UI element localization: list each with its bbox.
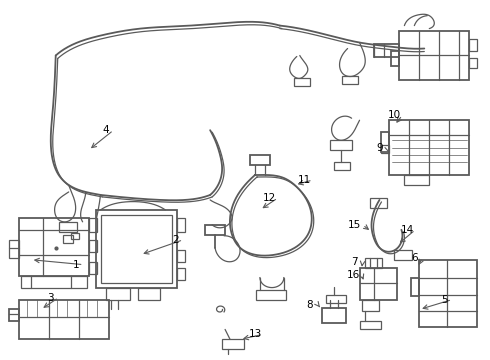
Bar — [334, 162, 349, 170]
Bar — [59, 222, 76, 232]
Bar — [89, 262, 97, 274]
Bar — [138, 288, 160, 300]
Bar — [469, 39, 477, 50]
Bar — [9, 310, 19, 321]
Bar — [469, 58, 477, 68]
Text: 12: 12 — [263, 193, 276, 203]
Text: 9: 9 — [376, 143, 383, 153]
Bar — [177, 250, 185, 262]
Bar — [105, 288, 130, 300]
Bar — [374, 44, 399, 58]
Text: 5: 5 — [441, 294, 447, 305]
Bar — [9, 240, 19, 258]
Text: 4: 4 — [102, 125, 109, 135]
Bar — [399, 31, 469, 80]
Bar — [294, 78, 310, 86]
Bar — [96, 210, 177, 288]
Text: 13: 13 — [248, 329, 262, 339]
Bar — [250, 155, 270, 165]
Bar — [19, 300, 108, 339]
Bar — [342, 76, 358, 84]
Bar — [63, 235, 73, 243]
Bar — [412, 278, 419, 296]
Text: 3: 3 — [48, 293, 54, 302]
Bar — [100, 215, 172, 283]
Bar — [360, 268, 397, 300]
Bar — [177, 268, 185, 280]
Bar — [21, 276, 87, 288]
Text: 15: 15 — [348, 220, 361, 230]
Text: 1: 1 — [73, 260, 79, 270]
Text: 2: 2 — [172, 235, 178, 245]
Bar — [369, 198, 388, 208]
Bar — [322, 307, 345, 323]
Bar — [382, 132, 390, 152]
Bar — [71, 233, 78, 239]
Bar — [404, 175, 429, 185]
Bar — [390, 120, 469, 175]
Bar — [394, 250, 413, 260]
Text: 10: 10 — [388, 110, 401, 120]
Bar — [177, 218, 185, 232]
Text: 7: 7 — [351, 257, 358, 267]
Bar — [326, 294, 345, 302]
Bar — [222, 339, 244, 349]
Text: 6: 6 — [411, 253, 417, 263]
Bar — [392, 50, 399, 67]
Bar — [360, 321, 382, 329]
Bar — [89, 240, 97, 252]
Bar — [89, 218, 97, 232]
Bar — [365, 258, 383, 268]
Bar — [382, 145, 390, 153]
Text: 11: 11 — [298, 175, 311, 185]
Bar — [330, 140, 352, 150]
Bar — [19, 218, 89, 276]
Text: 14: 14 — [401, 225, 414, 235]
Bar — [362, 300, 379, 311]
Bar — [205, 225, 225, 235]
Text: 16: 16 — [347, 270, 360, 280]
Text: 8: 8 — [306, 300, 313, 310]
Bar — [419, 260, 477, 328]
Bar — [256, 289, 286, 300]
